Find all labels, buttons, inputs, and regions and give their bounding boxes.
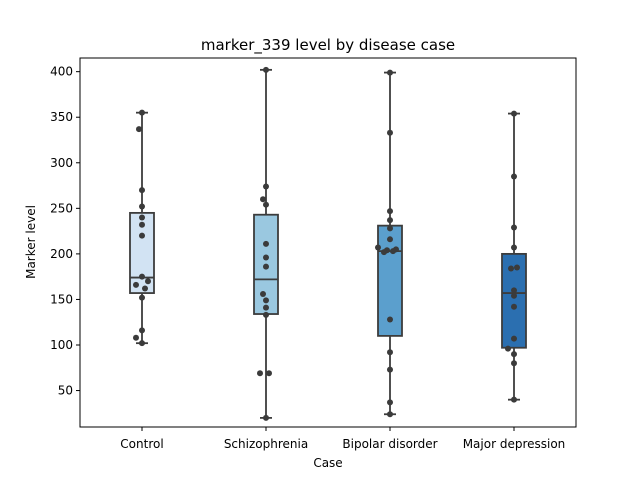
- data-point: [145, 278, 151, 285]
- y-tick-label: 300: [50, 156, 73, 170]
- x-axis: Control Schizophrenia Bipolar disorder Majo…: [120, 427, 565, 451]
- data-point: [511, 351, 517, 358]
- data-point: [511, 244, 517, 251]
- data-point: [136, 126, 142, 133]
- x-tick-label: Schizophrenia: [224, 437, 308, 451]
- chart-title: marker_339 level by disease case: [201, 36, 455, 55]
- x-tick-label: Bipolar disorder: [342, 437, 437, 451]
- data-point: [511, 287, 517, 294]
- y-tick-label: 100: [50, 338, 73, 352]
- iqr-box: [501, 252, 527, 349]
- y-tick-label: 250: [50, 201, 73, 215]
- data-point: [387, 366, 393, 373]
- plot-frame: [79, 57, 577, 428]
- data-point: [257, 370, 263, 377]
- data-point: [139, 340, 145, 347]
- data-point: [139, 187, 145, 194]
- x-tick-label: Control: [120, 437, 163, 451]
- data-point: [511, 224, 517, 231]
- data-point: [387, 316, 393, 323]
- data-point: [511, 396, 517, 403]
- data-point: [139, 221, 145, 228]
- y-tick-label: 150: [50, 292, 73, 306]
- x-axis-label: Case: [313, 456, 342, 470]
- data-point: [381, 249, 387, 256]
- data-point: [511, 173, 517, 180]
- data-point: [263, 201, 269, 208]
- data-point: [387, 399, 393, 406]
- box-group: [129, 111, 155, 345]
- data-point: [263, 414, 269, 421]
- data-point: [133, 334, 139, 341]
- data-point: [511, 303, 517, 310]
- data-point: [139, 214, 145, 221]
- data-point: [387, 411, 393, 418]
- x-tick-label: Major depression: [463, 437, 566, 451]
- data-point: [139, 273, 145, 280]
- y-tick-label: 200: [50, 247, 73, 261]
- data-point: [139, 294, 145, 301]
- data-point: [375, 244, 381, 251]
- data-point: [505, 345, 511, 352]
- box-group: [377, 71, 403, 416]
- data-point: [263, 254, 269, 261]
- y-tick-label: 50: [58, 384, 73, 398]
- data-point: [263, 66, 269, 73]
- data-point: [511, 360, 517, 367]
- data-point: [266, 370, 272, 377]
- data-point: [260, 196, 266, 203]
- data-point: [263, 311, 269, 318]
- swarm-points: [257, 66, 272, 421]
- data-point: [263, 183, 269, 190]
- data-point: [514, 264, 520, 271]
- data-point: [508, 265, 514, 272]
- data-point: [387, 129, 393, 136]
- data-point: [387, 225, 393, 232]
- data-point: [263, 263, 269, 270]
- data-point: [139, 327, 145, 334]
- data-point: [390, 248, 396, 255]
- data-point: [133, 281, 139, 288]
- data-point: [511, 335, 517, 342]
- data-point: [387, 217, 393, 224]
- data-point: [387, 349, 393, 356]
- data-point: [511, 292, 517, 299]
- y-axis: 50 100 150 200 250 300 350 400: [50, 65, 80, 398]
- data-point: [387, 236, 393, 243]
- data-point: [139, 232, 145, 239]
- swarm-points: [505, 110, 520, 403]
- plot-area: [129, 66, 527, 421]
- data-point: [263, 297, 269, 304]
- data-point: [387, 69, 393, 76]
- swarm-points: [133, 109, 151, 347]
- y-tick-label: 400: [50, 65, 73, 79]
- y-tick-label: 350: [50, 110, 73, 124]
- data-point: [142, 285, 148, 292]
- data-point: [139, 109, 145, 116]
- data-point: [139, 203, 145, 210]
- swarm-points: [375, 69, 399, 418]
- box-group: [501, 112, 527, 401]
- data-point: [387, 208, 393, 215]
- data-point: [263, 304, 269, 311]
- data-point: [263, 240, 269, 247]
- y-axis-label: Marker level: [24, 205, 38, 279]
- data-point: [511, 110, 517, 117]
- data-point: [260, 290, 266, 297]
